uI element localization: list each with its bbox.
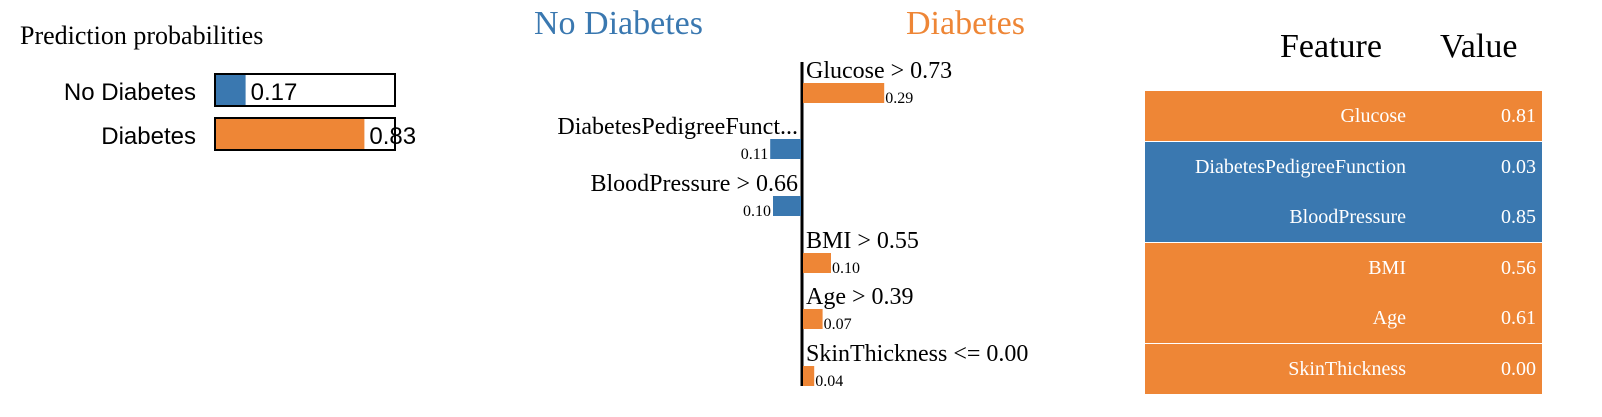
contribution-value-label: 0.10 — [832, 260, 860, 277]
table-cell-feature: BMI — [1368, 256, 1406, 279]
table-cell-feature: SkinThickness — [1288, 358, 1406, 380]
probability-bar — [215, 118, 365, 150]
table-cell-value: 0.03 — [1501, 155, 1536, 178]
contribution-value-label: 0.10 — [743, 203, 771, 220]
table-cell-feature: BloodPressure — [1289, 206, 1406, 229]
probability-bar — [215, 74, 246, 106]
table-row: BloodPressure 0.85 — [1145, 192, 1542, 243]
feature-contribution-panel: No Diabetes Diabetes Glucose > 0.73 0.29 D… — [490, 0, 1130, 412]
feature-condition-label: DiabetesPedigreeFunct... — [557, 114, 798, 140]
feature-condition-label: Glucose > 0.73 — [806, 58, 952, 84]
table-row: DiabetesPedigreeFunction 0.03 — [1145, 141, 1542, 192]
table-row: Glucose 0.81 — [1145, 91, 1542, 141]
positive-class-label: Diabetes — [906, 5, 1025, 42]
probability-category-label: Diabetes — [101, 123, 196, 150]
contribution-bar — [773, 196, 801, 216]
contribution-bar — [770, 139, 801, 159]
contribution-value-label: 0.07 — [824, 316, 852, 333]
prediction-probabilities-panel: Prediction probabilities No Diabetes 0.17… — [0, 0, 480, 412]
table-header-value: Value — [1440, 28, 1518, 65]
probability-bar-outline — [214, 73, 396, 107]
feature-value-table: Feature Value Glucose 0.81 DiabetesPedigre… — [1140, 0, 1602, 412]
table-row: Age 0.61 — [1145, 293, 1542, 344]
feature-condition-label: BloodPressure > 0.66 — [590, 171, 798, 197]
probability-bar-outline — [214, 117, 396, 151]
table-cell-value: 0.85 — [1501, 206, 1536, 229]
contribution-value-label: 0.11 — [741, 146, 768, 163]
table-header-feature: Feature — [1280, 28, 1382, 65]
probability-value-label: 0.83 — [369, 123, 416, 150]
contribution-bar — [803, 309, 823, 329]
feature-contribution-chart: No Diabetes Diabetes Glucose > 0.73 0.29 D… — [534, 5, 1028, 390]
table-cell-value: 0.81 — [1501, 105, 1536, 127]
table-cell-feature: DiabetesPedigreeFunction — [1194, 155, 1406, 178]
contribution-bar — [803, 366, 815, 386]
table-row: SkinThickness 0.00 — [1145, 344, 1542, 394]
contribution-value-label: 0.29 — [885, 90, 913, 107]
contribution-value-label: 0.04 — [815, 373, 843, 390]
prediction-probabilities-chart: Prediction probabilities No Diabetes 0.17… — [20, 21, 416, 151]
table-cell-value: 0.00 — [1501, 358, 1536, 380]
table-row: BMI 0.56 — [1145, 242, 1542, 293]
contribution-bar — [803, 253, 831, 273]
table-cell-feature: Glucose — [1340, 105, 1406, 127]
probability-value-label: 0.17 — [251, 79, 298, 106]
probability-category-label: No Diabetes — [64, 79, 196, 106]
feature-condition-label: SkinThickness <= 0.00 — [806, 341, 1028, 367]
table-cell-value: 0.61 — [1501, 307, 1536, 330]
negative-class-label: No Diabetes — [534, 5, 703, 42]
feature-condition-label: BMI > 0.55 — [806, 228, 919, 254]
contribution-bar — [803, 83, 885, 103]
feature-condition-label: Age > 0.39 — [806, 284, 914, 310]
probabilities-title: Prediction probabilities — [20, 21, 263, 50]
table-cell-value: 0.56 — [1501, 256, 1536, 279]
table-cell-feature: Age — [1372, 307, 1406, 330]
